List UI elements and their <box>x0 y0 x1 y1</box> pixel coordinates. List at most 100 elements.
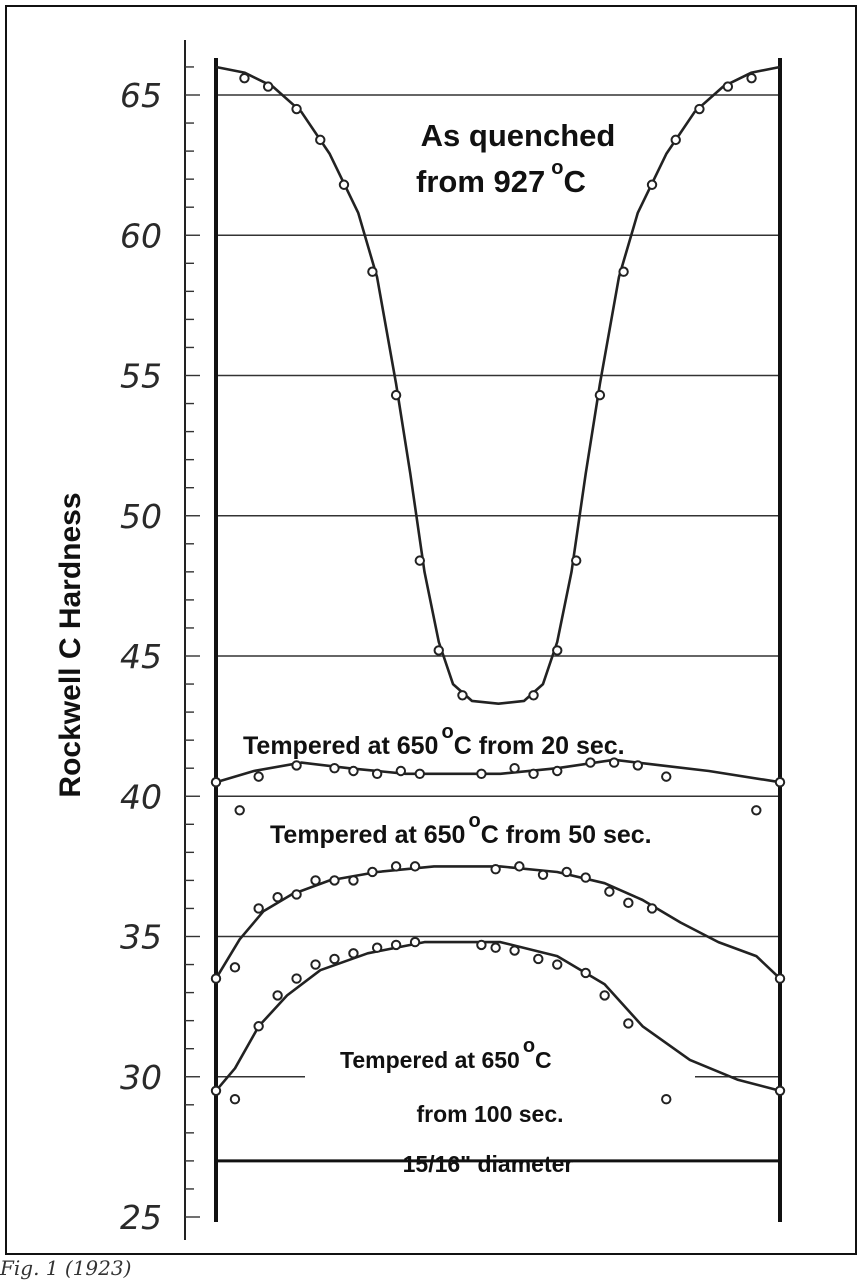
y-tick-label: 40 <box>120 777 162 816</box>
data-point <box>291 889 302 900</box>
data-point <box>528 768 539 780</box>
data-point <box>291 973 302 984</box>
plot-area <box>210 58 786 1222</box>
series-tempered-20s <box>210 757 786 788</box>
data-point <box>646 903 658 914</box>
data-point <box>599 990 610 1001</box>
data-point <box>774 973 786 984</box>
data-point <box>552 765 563 777</box>
data-point <box>291 760 302 771</box>
tempered-20s-label: Tempered at 650 oC from 20 sec. <box>243 721 625 760</box>
data-point <box>348 875 359 886</box>
data-point <box>774 777 786 788</box>
data-point <box>594 389 606 401</box>
quenched-label-from: from 927 <box>416 164 545 199</box>
y-tick-labels: 25 30 35 40 45 50 55 60 65 <box>120 76 162 1237</box>
data-point <box>604 886 615 897</box>
tempered-100s-label-line2: from 100 sec. <box>416 1101 563 1127</box>
data-point <box>371 942 383 953</box>
data-point <box>632 760 644 771</box>
data-point <box>371 768 383 780</box>
quenched-label-line1: As quenched <box>421 118 616 153</box>
data-point <box>329 763 340 774</box>
data-point <box>623 897 634 909</box>
data-point <box>457 690 468 701</box>
gridlines <box>216 94 780 1163</box>
series-line <box>214 865 781 980</box>
data-point <box>390 939 402 951</box>
degree-sup: o <box>551 157 563 179</box>
degree-sup: o <box>468 810 480 832</box>
t20-text: Tempered at 650 <box>243 732 438 760</box>
data-point <box>390 389 402 401</box>
data-point <box>561 866 572 878</box>
series-tempered-50s <box>210 805 786 984</box>
data-point <box>528 690 539 701</box>
data-point <box>580 872 591 883</box>
data-point <box>253 771 264 782</box>
series-line <box>215 758 781 784</box>
data-point <box>585 757 596 768</box>
data-point <box>552 645 563 656</box>
data-point <box>409 861 421 872</box>
data-point <box>229 1093 241 1105</box>
data-point <box>253 903 264 914</box>
y-axis-title: Rockwell C Hardness <box>54 492 87 797</box>
data-point <box>746 72 757 84</box>
data-point <box>291 103 302 115</box>
data-point <box>329 875 340 886</box>
tempered-100s-label: Tempered at 650oC <box>340 1035 552 1073</box>
data-point <box>210 1085 222 1096</box>
y-tick-label: 60 <box>120 216 162 255</box>
data-point <box>315 134 326 146</box>
data-point <box>234 805 245 816</box>
data-point <box>329 953 340 965</box>
y-tick-label: 50 <box>120 497 162 536</box>
data-point <box>395 765 407 777</box>
data-point <box>210 973 222 984</box>
data-point <box>537 869 549 880</box>
t50-text: Tempered at 650 <box>270 821 465 849</box>
data-point <box>646 179 658 190</box>
data-point <box>409 936 421 948</box>
data-point <box>433 645 444 656</box>
figure-caption: Fig. 1 (1923) <box>0 1256 132 1280</box>
series-line <box>215 940 781 1093</box>
quenched-label-line2: from 927 oC <box>416 157 586 199</box>
data-point <box>509 763 520 774</box>
data-point <box>414 555 425 566</box>
y-tick-label: 45 <box>120 637 162 676</box>
data-point <box>661 771 672 782</box>
data-point <box>623 1018 634 1029</box>
data-point <box>272 892 283 903</box>
data-point <box>367 866 378 878</box>
t50-unit: C from 50 sec. <box>481 821 652 849</box>
data-point <box>262 81 274 92</box>
tempered-50s-label: Tempered at 650 oC from 50 sec. <box>270 810 652 849</box>
y-axis <box>184 40 200 1240</box>
data-point <box>661 1093 672 1105</box>
data-point <box>514 861 525 872</box>
series-line <box>215 65 781 705</box>
quenched-unit: C <box>563 164 585 199</box>
t20-unit: C from 20 sec. <box>454 732 625 760</box>
data-point <box>490 863 501 875</box>
data-point <box>670 134 681 146</box>
data-point <box>694 103 705 115</box>
data-point <box>348 765 359 777</box>
y-tick-label: 25 <box>120 1198 162 1237</box>
series-quenched <box>215 65 781 705</box>
data-point <box>390 861 402 872</box>
data-point <box>533 953 544 965</box>
data-point <box>338 179 350 190</box>
data-point <box>751 805 762 816</box>
data-point <box>608 757 620 768</box>
t100-text: Tempered at 650 <box>340 1047 520 1073</box>
data-point <box>476 768 487 780</box>
data-point <box>367 266 378 277</box>
data-point <box>414 768 425 780</box>
diameter-label: 15/16" diameter <box>403 1151 574 1177</box>
y-tick-label: 30 <box>120 1058 162 1097</box>
y-tick-label: 55 <box>120 357 162 396</box>
